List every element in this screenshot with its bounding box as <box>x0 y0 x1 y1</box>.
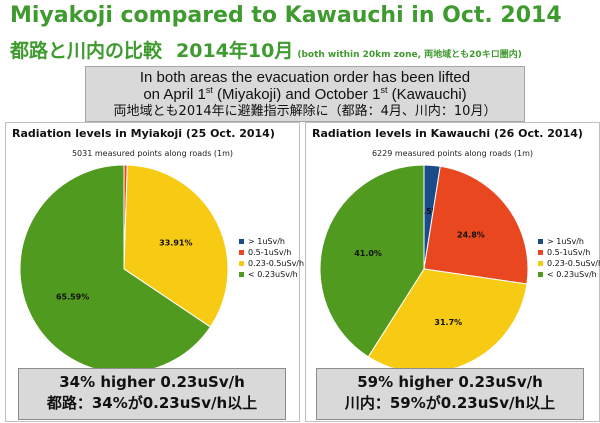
legend-swatch <box>538 250 543 255</box>
callout-japanese: 都路：34%が0.23uSv/h以上 <box>46 394 258 412</box>
legend-label: > 1uSv/h <box>248 237 285 246</box>
data-label-2: 31.7% <box>434 318 462 327</box>
title-japanese: 都路と川内の比較 2014年10月 (both within 20km zone, … <box>10 36 522 63</box>
title-note: (both within 20km zone, 両地域とも20キロ圏内) <box>297 50 522 60</box>
pie-chart-kawauchi: 2.5% 24.8% 31.7% 41.0% <box>319 164 529 374</box>
legend-label: 0.23-0.5uSv/h <box>248 259 305 268</box>
legend-item: < 0.23uSv/h <box>239 269 304 280</box>
legend-label: < 0.23uSv/h <box>248 270 298 279</box>
legend-label: > 1uSv/h <box>547 237 584 246</box>
callout-kawauchi: 59% higher 0.23uSv/h 川内：59%が0.23uSv/h以上 <box>316 368 584 420</box>
pie-slice-3 <box>19 164 212 374</box>
legend-swatch <box>538 261 543 266</box>
callout-miyakoji: 34% higher 0.23uSv/h 都路：34%が0.23uSv/h以上 <box>18 368 286 420</box>
pie-slice-3 <box>319 164 425 358</box>
legend-label: 0.5-1uSv/h <box>248 248 292 257</box>
legend-item: > 1uSv/h <box>239 236 304 247</box>
legend-item: 0.5-1uSv/h <box>538 247 600 258</box>
notice-line-2: on April 1st (Miyakoji) and October 1st … <box>143 85 467 104</box>
legend-label: 0.23-0.5uSv/h <box>547 259 600 268</box>
chart-subtitle: 5031 measured points along roads (1m) <box>71 149 234 158</box>
chart-title: Radiation levels in Kawauchi (26 Oct. 20… <box>312 127 583 140</box>
legend-item: > 1uSv/h <box>538 236 600 247</box>
callout-english: 34% higher 0.23uSv/h <box>59 373 245 391</box>
data-label-2: 33.91% <box>159 238 192 247</box>
evacuation-notice: In both areas the evacuation order has b… <box>85 66 525 122</box>
legend-swatch <box>538 239 543 244</box>
legend-item: 0.23-0.5uSv/h <box>239 258 304 269</box>
data-label-3: 65.59% <box>56 292 89 301</box>
data-label-3: 41.0% <box>354 249 382 258</box>
legend-swatch <box>239 239 244 244</box>
legend-swatch <box>538 272 543 277</box>
pie-slice-2 <box>123 164 229 328</box>
chart-subtitle: 6229 measured points along roads (1m) <box>371 149 534 158</box>
chart-legend: > 1uSv/h 0.5-1uSv/h 0.23-0.5uSv/h < 0.23uSv… <box>239 236 304 280</box>
data-label-1: 0.50% <box>111 207 139 216</box>
pie-chart-miyakoji: 0.50% 33.91% 65.59% <box>19 164 229 374</box>
title-japanese-text: 都路と川内の比較 <box>10 40 163 62</box>
legend-item: < 0.23uSv/h <box>538 269 600 280</box>
notice-line-1: In both areas the evacuation order has b… <box>139 69 471 86</box>
callout-english: 59% higher 0.23uSv/h <box>357 373 543 391</box>
legend-swatch <box>239 272 244 277</box>
callout-japanese: 川内：59%が0.23uSv/h以上 <box>344 394 556 412</box>
chart-title: Radiation levels in Myiakoji (25 Oct. 20… <box>12 127 275 140</box>
legend-label: 0.5-1uSv/h <box>547 248 591 257</box>
chart-legend: > 1uSv/h 0.5-1uSv/h 0.23-0.5uSv/h < 0.23uSv… <box>538 236 600 280</box>
legend-item: 0.5-1uSv/h <box>239 247 304 258</box>
title-english: Miyakoji compared to Kawauchi in Oct. 20… <box>10 3 562 28</box>
legend-item: 0.23-0.5uSv/h <box>538 258 600 269</box>
data-label-1: 24.8% <box>457 230 485 239</box>
pie-slice-1 <box>423 165 529 285</box>
legend-swatch <box>239 261 244 266</box>
legend-swatch <box>239 250 244 255</box>
title-year: 2014年10月 <box>176 40 294 62</box>
data-label-0: 2.5% <box>417 207 439 216</box>
notice-line-3: 両地域とも2014年に避難指示解除に（都路：4月、川内：10月） <box>113 104 497 119</box>
legend-label: < 0.23uSv/h <box>547 270 597 279</box>
